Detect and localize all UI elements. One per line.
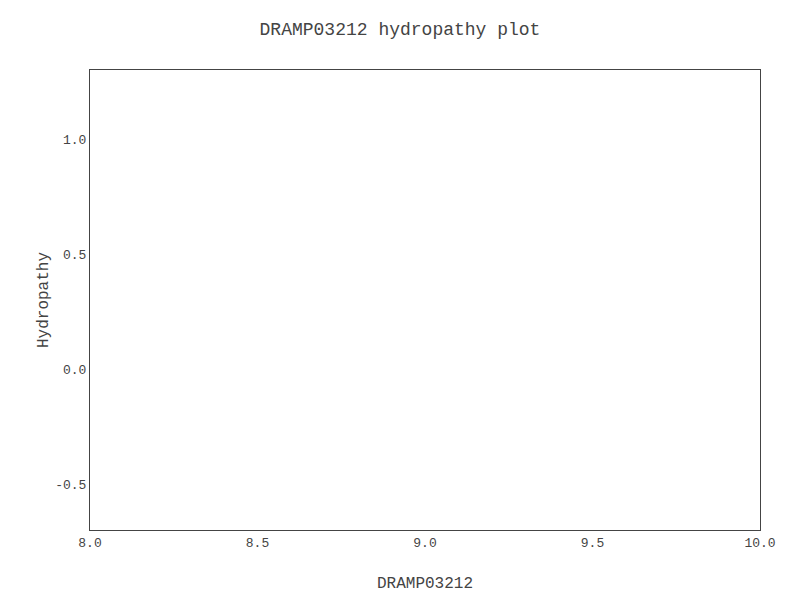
svg-text:0.0: 0.0 (63, 363, 86, 378)
svg-text:9.5: 9.5 (581, 536, 604, 551)
svg-text:10.0: 10.0 (744, 536, 775, 551)
svg-text:0.5: 0.5 (63, 248, 86, 263)
svg-text:DRAMP03212 hydropathy plot: DRAMP03212 hydropathy plot (260, 20, 541, 40)
svg-text:-0.5: -0.5 (55, 478, 86, 493)
svg-text:9.0: 9.0 (413, 536, 436, 551)
svg-text:Hydropathy: Hydropathy (35, 252, 53, 348)
svg-text:1.0: 1.0 (63, 133, 86, 148)
svg-text:8.0: 8.0 (78, 536, 101, 551)
svg-text:DRAMP03212: DRAMP03212 (377, 575, 473, 593)
svg-text:8.5: 8.5 (246, 536, 269, 551)
